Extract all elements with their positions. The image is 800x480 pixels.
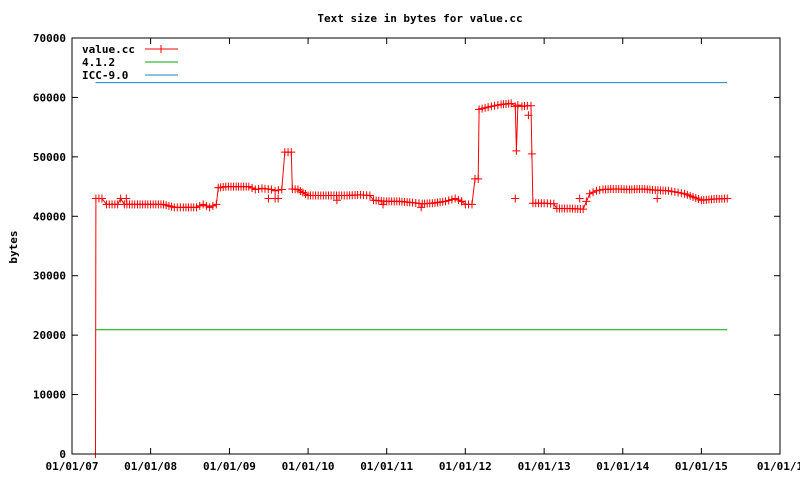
data-point xyxy=(251,185,260,194)
data-point xyxy=(454,195,463,204)
data-point xyxy=(287,148,296,157)
data-point-outlier xyxy=(417,203,426,212)
data-point xyxy=(549,199,558,208)
data-point xyxy=(212,200,221,209)
data-point xyxy=(474,174,483,183)
data-point xyxy=(248,184,257,193)
legend-label-2: 4.1.2 xyxy=(82,56,115,69)
data-point-outlier xyxy=(379,200,388,209)
data-point xyxy=(484,103,493,112)
data-point xyxy=(595,186,604,195)
data-point xyxy=(244,182,253,191)
data-point xyxy=(579,205,588,214)
data-point xyxy=(444,196,453,205)
y-tick-label: 20000 xyxy=(33,329,66,342)
data-point-outlier xyxy=(524,111,533,120)
data-point-outlier xyxy=(653,194,662,203)
data-point-outlier xyxy=(511,194,520,203)
data-point xyxy=(113,200,122,209)
plot-area xyxy=(91,82,732,458)
data-point xyxy=(490,101,499,110)
data-point xyxy=(582,197,591,206)
data-point xyxy=(513,101,522,110)
series-line-1 xyxy=(95,102,728,455)
data-point-outlier xyxy=(575,194,584,203)
y-tick-label: 10000 xyxy=(33,389,66,402)
axes: 0 10000 20000 30000 40000 50000 60000 70000 01/0… xyxy=(33,32,800,473)
data-point xyxy=(677,189,686,198)
data-point xyxy=(467,200,476,209)
data-point xyxy=(365,191,374,200)
y-tick-label: 70000 xyxy=(33,32,66,45)
x-tick-label: 01/01/1 xyxy=(757,460,800,473)
x-tick-label: 01/01/07 xyxy=(46,460,99,473)
plot-frame xyxy=(71,37,781,455)
data-point xyxy=(274,186,283,195)
data-point-outlier xyxy=(274,194,283,203)
data-point xyxy=(192,203,201,212)
data-point xyxy=(199,200,208,209)
data-point-outlier xyxy=(332,196,341,205)
data-point xyxy=(451,194,460,203)
x-tick-label: 01/01/09 xyxy=(203,460,256,473)
data-point xyxy=(664,186,673,195)
data-point xyxy=(723,194,732,203)
y-tick-label: 0 xyxy=(59,448,66,461)
data-point xyxy=(208,201,217,210)
x-tick-label: 01/01/15 xyxy=(675,460,728,473)
data-point-outlier xyxy=(457,197,466,206)
y-tick-label: 50000 xyxy=(33,151,66,164)
x-tick-label: 01/01/14 xyxy=(596,460,649,473)
data-point xyxy=(487,102,496,111)
data-point xyxy=(589,188,598,197)
x-tick-label: 01/01/11 xyxy=(360,460,413,473)
data-point xyxy=(195,201,204,210)
y-tick-label: 60000 xyxy=(33,91,66,104)
data-point xyxy=(527,149,536,158)
data-point xyxy=(585,189,594,198)
data-point xyxy=(271,186,280,195)
x-tick-label: 01/01/08 xyxy=(124,460,177,473)
legend-label-1: value.cc xyxy=(82,43,135,56)
data-point xyxy=(493,101,502,110)
data-point xyxy=(205,203,214,212)
x-tick-label: 01/01/12 xyxy=(439,460,492,473)
data-point xyxy=(512,146,521,155)
x-tick-label: 01/01/10 xyxy=(282,460,335,473)
legend-label-3: ICC-9.0 xyxy=(82,69,128,82)
data-point xyxy=(670,187,679,196)
data-point-outlier xyxy=(122,194,131,203)
data-point xyxy=(277,185,286,194)
y-tick-label: 30000 xyxy=(33,270,66,283)
y-tick-label: 40000 xyxy=(33,210,66,223)
data-point xyxy=(674,188,683,197)
data-point xyxy=(667,187,676,196)
x-tick-label: 01/01/13 xyxy=(518,460,571,473)
data-point xyxy=(527,101,536,110)
data-point-outlier xyxy=(264,194,273,203)
y-axis-label: bytes xyxy=(7,230,20,263)
data-point xyxy=(592,186,601,195)
legend-marker-1 xyxy=(157,45,165,53)
data-point xyxy=(97,194,106,203)
chart-title: Text size in bytes for value.cc xyxy=(317,12,522,25)
data-point xyxy=(441,197,450,206)
data-point xyxy=(507,99,516,108)
data-point xyxy=(267,185,276,194)
